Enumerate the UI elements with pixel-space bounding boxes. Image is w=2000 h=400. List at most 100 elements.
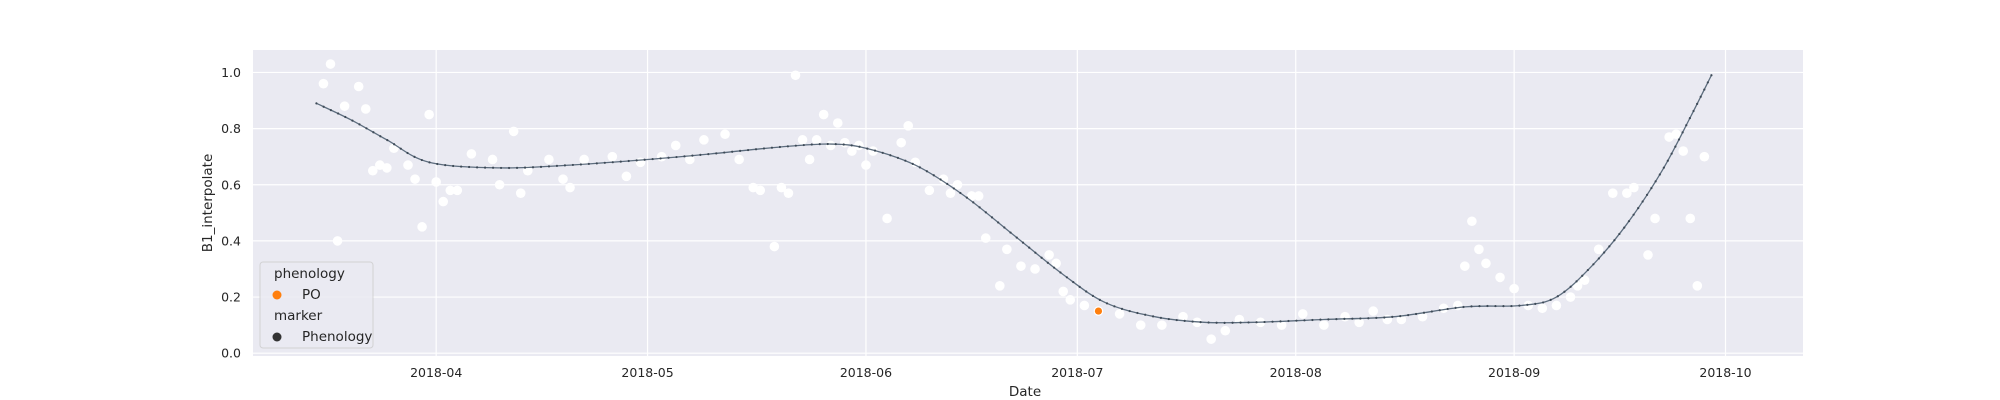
curve-marker (1454, 306, 1457, 309)
raw-point (818, 109, 829, 120)
curve-marker (1569, 285, 1572, 288)
x-tick-label: 2018-07 (1051, 365, 1103, 380)
raw-point (1593, 244, 1604, 255)
curve-marker (452, 164, 455, 168)
raw-point (339, 101, 350, 111)
raw-point (1234, 314, 1245, 325)
curve-marker (1486, 304, 1489, 308)
curve-marker (1654, 180, 1657, 183)
curve-marker (1645, 193, 1649, 196)
raw-point (854, 140, 864, 151)
curve-marker (1287, 319, 1290, 323)
raw-point (1368, 306, 1379, 316)
curve-marker (1034, 251, 1037, 254)
raw-point (1671, 129, 1681, 140)
curve-marker (651, 157, 654, 161)
curve-marker (1534, 302, 1537, 306)
curve-marker (365, 127, 368, 130)
curve-marker (1623, 226, 1626, 229)
curve-marker (587, 162, 590, 166)
raw-point (1157, 320, 1167, 330)
raw-point (825, 140, 836, 151)
curve-marker (997, 221, 1000, 224)
curve-marker (1367, 317, 1370, 320)
raw-point (1354, 317, 1364, 328)
raw-point (720, 129, 730, 140)
raw-point (1178, 311, 1188, 322)
raw-point (670, 140, 681, 151)
curve-marker (1175, 318, 1178, 322)
curve-marker (579, 163, 582, 166)
curve-marker (959, 191, 962, 195)
curve-marker (1215, 321, 1218, 324)
curve-marker (1462, 305, 1465, 309)
curve-marker (842, 143, 845, 146)
y-tick-label: 0.8 (221, 121, 241, 136)
raw-point (325, 59, 336, 69)
curve-marker (659, 157, 662, 160)
legend-label-po: PO (302, 287, 321, 303)
x-tick-label: 2018-09 (1488, 365, 1540, 380)
curve-marker (1608, 245, 1611, 248)
curve-marker (1311, 318, 1314, 322)
curve-marker (1666, 159, 1669, 162)
raw-point (1565, 292, 1576, 302)
curve-marker (802, 143, 805, 147)
curve-marker (675, 155, 678, 159)
curve-marker (499, 166, 503, 170)
curve-marker (468, 165, 471, 169)
curve-marker (1407, 314, 1410, 317)
curve-marker (523, 166, 527, 169)
curve-marker (707, 153, 710, 156)
curve-marker (746, 148, 750, 152)
curve-marker (406, 151, 409, 155)
curve-marker (413, 155, 416, 158)
curve-marker (1670, 152, 1673, 155)
raw-point (607, 151, 618, 162)
curve-marker (555, 164, 559, 167)
curve-marker (1383, 316, 1386, 319)
raw-point (445, 185, 456, 196)
curve-marker (918, 166, 921, 169)
raw-point (734, 154, 744, 165)
raw-point (1460, 261, 1470, 271)
y-tick-label: 1.0 (221, 65, 241, 80)
raw-point (424, 109, 434, 120)
raw-point (403, 160, 413, 170)
x-tick-label: 2018-08 (1270, 365, 1322, 380)
raw-point (360, 104, 371, 114)
curve-marker (460, 165, 463, 168)
curve-marker (337, 112, 340, 115)
y-tick-label: 0.6 (221, 177, 241, 192)
curve-marker (965, 196, 968, 199)
curve-marker (1159, 316, 1163, 319)
raw-point (685, 154, 695, 165)
curve-marker (1319, 318, 1322, 321)
curve-marker (834, 143, 837, 146)
curve-marker (1167, 317, 1170, 321)
curve-marker (1685, 124, 1688, 127)
curve-marker (1199, 321, 1202, 324)
raw-point (438, 196, 449, 207)
curve-marker (1078, 285, 1081, 288)
curve-marker (507, 166, 511, 170)
raw-point (1051, 258, 1061, 269)
raw-point (508, 126, 519, 137)
curve-marker (1136, 311, 1139, 315)
y-tick-label: 0.0 (221, 346, 241, 361)
curve-marker (1327, 318, 1330, 321)
curve-marker (1183, 319, 1186, 322)
curve-marker (978, 206, 981, 209)
curve-marker (1662, 166, 1665, 169)
interpolated-curve-series (315, 74, 1713, 324)
legend-marker-phenology (272, 332, 282, 342)
curve-line (316, 74, 1712, 324)
curve-marker (1549, 298, 1552, 301)
raw-point (382, 163, 392, 173)
curve-marker (1613, 239, 1616, 242)
curve-marker (329, 108, 332, 112)
raw-point (1002, 244, 1012, 255)
curve-marker (754, 148, 758, 151)
curve-marker (611, 161, 614, 164)
raw-point (980, 233, 991, 243)
